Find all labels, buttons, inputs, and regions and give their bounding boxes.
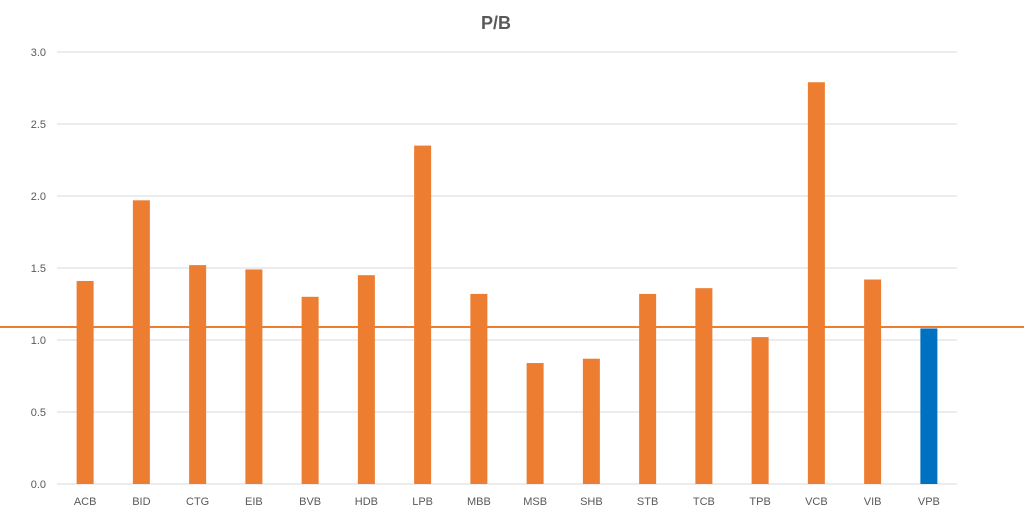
y-axis-ticks: 0.0 0.5 1.0 1.5 2.0 2.5 3.0	[31, 47, 46, 491]
x-tick-label: MSB	[523, 496, 547, 508]
gridlines	[57, 51, 957, 485]
bar-bvb	[301, 296, 319, 484]
x-tick-label: BID	[132, 496, 150, 508]
y-tick-label: 2.5	[31, 119, 46, 131]
y-tick-label: 1.5	[31, 263, 46, 275]
bar-vib	[864, 279, 882, 484]
y-tick-label: 0.5	[31, 407, 46, 419]
bar-vcb	[807, 82, 825, 485]
x-tick-label: EIB	[245, 496, 263, 508]
bar-eib	[245, 269, 263, 484]
x-tick-label: LPB	[412, 496, 433, 508]
x-tick-label: TCB	[693, 496, 715, 508]
bar-lpb	[414, 145, 432, 484]
bar-vpb	[920, 328, 938, 484]
x-tick-label: VPB	[918, 496, 940, 508]
bar-bid	[132, 200, 150, 484]
x-tick-label: MBB	[467, 496, 491, 508]
chart-title: P/B	[481, 13, 511, 33]
bar-msb	[526, 363, 544, 484]
x-tick-label: SHB	[580, 496, 603, 508]
bar-ctg	[189, 265, 207, 484]
bar-mbb	[470, 293, 488, 484]
x-tick-label: STB	[637, 496, 658, 508]
bar-acb	[76, 280, 94, 484]
x-tick-label: VIB	[864, 496, 882, 508]
x-tick-label: HDB	[355, 496, 378, 508]
y-tick-label: 3.0	[31, 47, 46, 59]
bar-tcb	[695, 288, 713, 484]
y-tick-label: 1.0	[31, 335, 46, 347]
y-tick-label: 0.0	[31, 479, 46, 491]
bar-shb	[582, 358, 600, 484]
x-tick-label: BVB	[299, 496, 321, 508]
bar-tpb	[751, 337, 769, 484]
x-axis-ticks: ACB BID CTG EIB BVB HDB LPB MBB MSB SHB STB TCB TPB V…	[74, 496, 940, 508]
bars	[76, 82, 938, 485]
x-tick-label: CTG	[186, 496, 209, 508]
x-tick-label: VCB	[805, 496, 828, 508]
x-tick-label: TPB	[749, 496, 770, 508]
y-tick-label: 2.0	[31, 191, 46, 203]
x-tick-label: ACB	[74, 496, 97, 508]
bar-hdb	[357, 275, 375, 484]
bar-stb	[639, 293, 657, 484]
